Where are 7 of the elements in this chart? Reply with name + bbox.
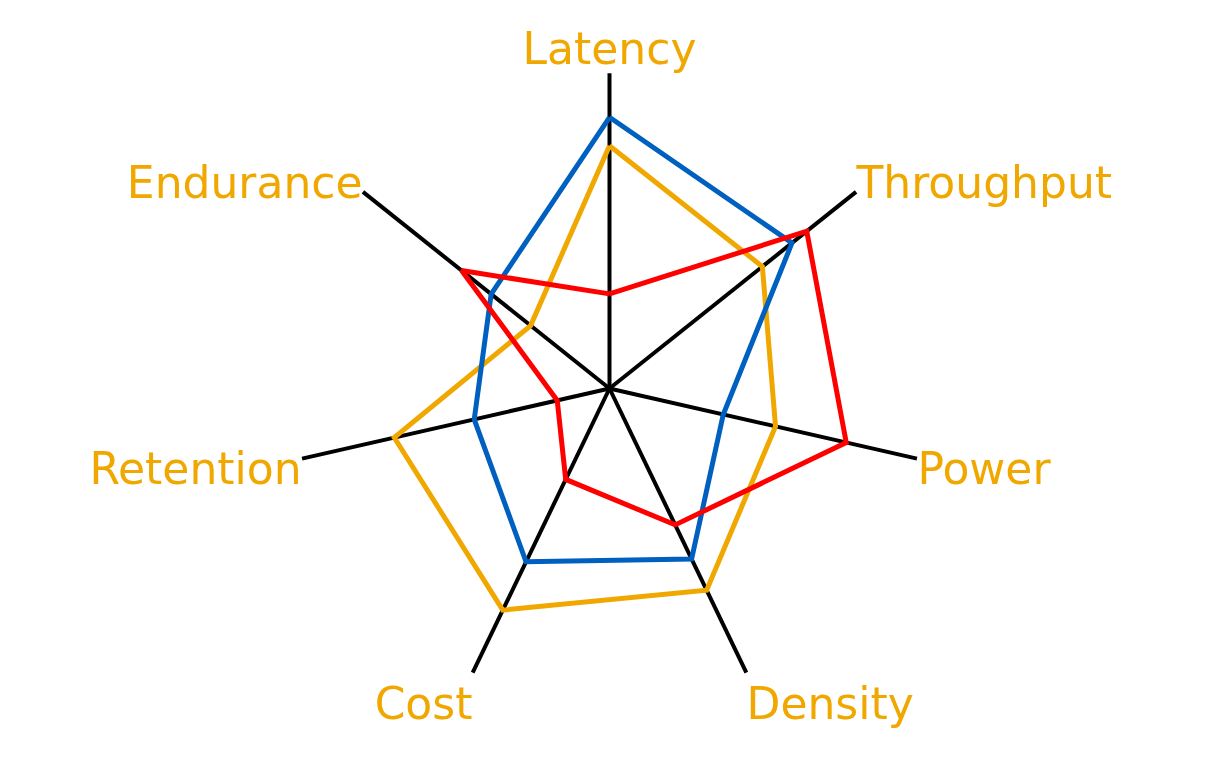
spoke-label: Endurance [126, 157, 363, 209]
spoke-label: Latency [522, 22, 697, 74]
spoke-label: Power [917, 442, 1052, 494]
spoke-label: Density [746, 678, 914, 730]
spoke-label: Cost [374, 678, 473, 730]
spoke-label: Retention [89, 442, 302, 494]
spoke-label: Throughput [855, 157, 1113, 209]
